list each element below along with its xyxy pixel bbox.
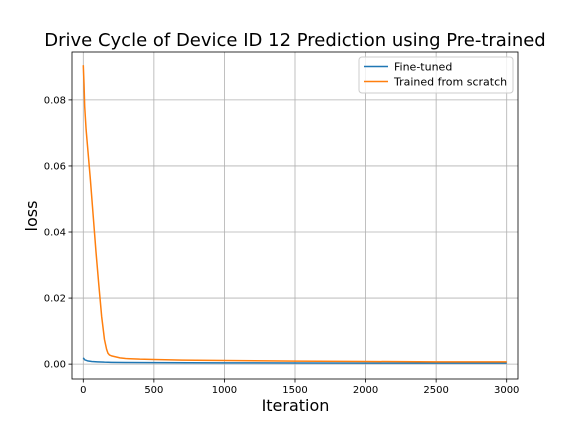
series-line-trained-from-scratch [82,65,507,363]
axis-ticks: 0 500 1000 1500 2000 2500 3000 0.00 0.02 0.04 0.06… [44,95,520,396]
series-line-fine-tuned [82,357,507,364]
x-tick-label: 1500 [282,385,307,396]
x-tick-label: 3000 [494,385,519,396]
series-lines [82,65,507,364]
x-tick-label: 2000 [353,385,378,396]
chart-title: Drive Cycle of Device ID 12 Prediction u… [44,30,546,51]
y-tick-label: 0.08 [44,95,66,106]
y-tick-label: 0.06 [44,161,66,172]
y-tick-label: 0.02 [44,294,66,305]
legend-label-trained-from-scratch: Trained from scratch [393,76,507,89]
y-tick-label: 0.04 [44,228,66,239]
grid-lines [72,52,518,379]
legend-box [358,56,514,94]
x-tick-label: 0 [80,385,86,396]
y-tick-label: 0.00 [44,360,66,371]
legend: Fine-tuned Trained from scratch [358,56,514,94]
x-tick-label: 500 [144,385,163,396]
x-tick-label: 2500 [423,385,448,396]
legend-label-fine-tuned: Fine-tuned [394,61,452,74]
x-axis-label: Iteration [262,396,330,415]
x-tick-label: 1000 [212,385,237,396]
y-axis-label: loss [22,201,41,232]
